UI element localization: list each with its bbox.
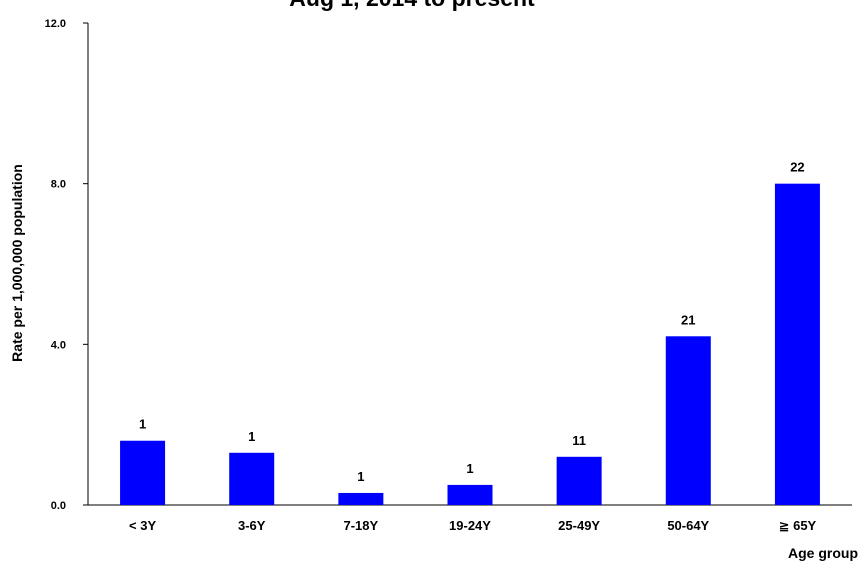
x-ticks: < 3Y 3-6Y 7-18Y 19-24Y 25-49Y 50-64Y ≧ 65Y (129, 518, 817, 533)
data-label: 21 (681, 312, 695, 327)
y-ticks: 0.0 4.0 8.0 12.0 (45, 18, 88, 512)
data-label: 1 (139, 417, 146, 432)
y-tick-label: 4.0 (51, 339, 66, 351)
x-tick-label: < 3Y (129, 518, 156, 533)
data-label: 1 (466, 461, 473, 476)
bars (120, 183, 820, 505)
y-tick-label: 8.0 (51, 179, 66, 191)
bar (229, 452, 275, 505)
bar (120, 440, 166, 505)
y-tick-label: 12.0 (45, 18, 66, 30)
data-label: 1 (357, 469, 364, 484)
data-label: 11 (572, 433, 586, 448)
x-tick-label: ≧ 65Y (779, 518, 817, 533)
x-tick-label: 50-64Y (667, 518, 709, 533)
y-tick-label: 0.0 (51, 500, 66, 512)
bar (665, 336, 711, 505)
data-label: 1 (248, 429, 255, 444)
bar (556, 456, 602, 505)
x-tick-label: 7-18Y (344, 518, 379, 533)
bar (774, 183, 820, 505)
x-tick-label: 25-49Y (558, 518, 600, 533)
data-label: 22 (790, 160, 804, 175)
x-axis-label: Age group (788, 545, 858, 561)
x-tick-label: 3-6Y (238, 518, 266, 533)
y-axis-label: Rate per 1,000,000 population (9, 164, 25, 362)
bar (338, 492, 384, 505)
bar (447, 484, 493, 505)
x-tick-label: 19-24Y (449, 518, 491, 533)
chart-title: Aug 1, 2014 to present (289, 0, 535, 11)
